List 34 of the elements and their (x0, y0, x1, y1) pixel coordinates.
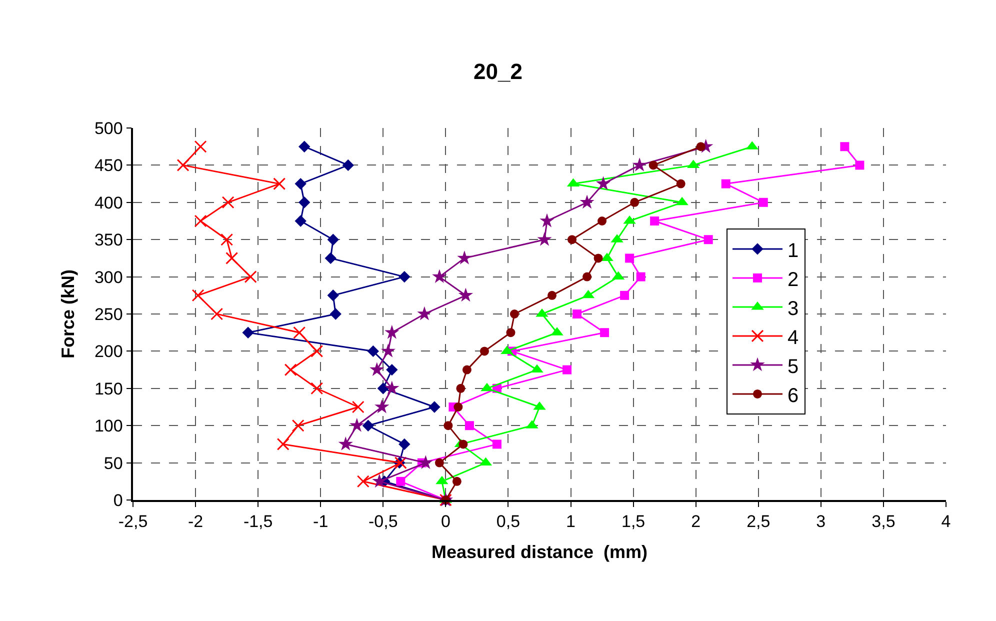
x-tick-label: -1,5 (243, 512, 273, 532)
y-tick-label: 350 (94, 230, 123, 250)
y-axis-title: Force (kN) (58, 269, 78, 359)
legend-label: 5 (787, 356, 799, 378)
x-tick-label: -1 (313, 512, 328, 532)
x-tick-label: 1 (566, 512, 576, 532)
x-tick-label: 0,5 (496, 512, 520, 532)
y-tick-label: 100 (94, 416, 123, 436)
legend-label: 1 (787, 240, 799, 262)
y-tick-label: 450 (94, 156, 123, 176)
x-tick-label: -2,5 (118, 512, 148, 532)
y-tick-label: 0 (113, 490, 123, 510)
x-tick-label: 3 (816, 512, 826, 532)
x-tick-label: 1,5 (621, 512, 646, 532)
legend-label: 6 (787, 384, 799, 407)
legend-label: 2 (787, 268, 799, 291)
chart-title: 20_2 (474, 59, 522, 84)
y-tick-label: 50 (104, 454, 123, 473)
legend-label: 4 (787, 326, 799, 349)
y-tick-label: 500 (94, 118, 123, 138)
x-tick-label: 2 (691, 512, 701, 532)
y-tick-label: 400 (94, 193, 123, 212)
x-tick-label: 0 (440, 512, 450, 532)
legend-label: 3 (787, 298, 799, 320)
x-axis-title: Measured distance (mm) (431, 542, 648, 562)
x-tick-label: 4 (941, 512, 951, 532)
y-tick-label: 150 (94, 379, 123, 398)
y-tick-label: 250 (94, 304, 123, 324)
x-tick-label: -0,5 (368, 512, 398, 532)
x-tick-label: -2 (188, 512, 204, 532)
x-tick-label: 3,5 (872, 512, 896, 532)
y-tick-label: 200 (94, 342, 123, 362)
x-tick-label: 2,5 (746, 512, 770, 532)
y-tick-label: 300 (94, 268, 123, 287)
